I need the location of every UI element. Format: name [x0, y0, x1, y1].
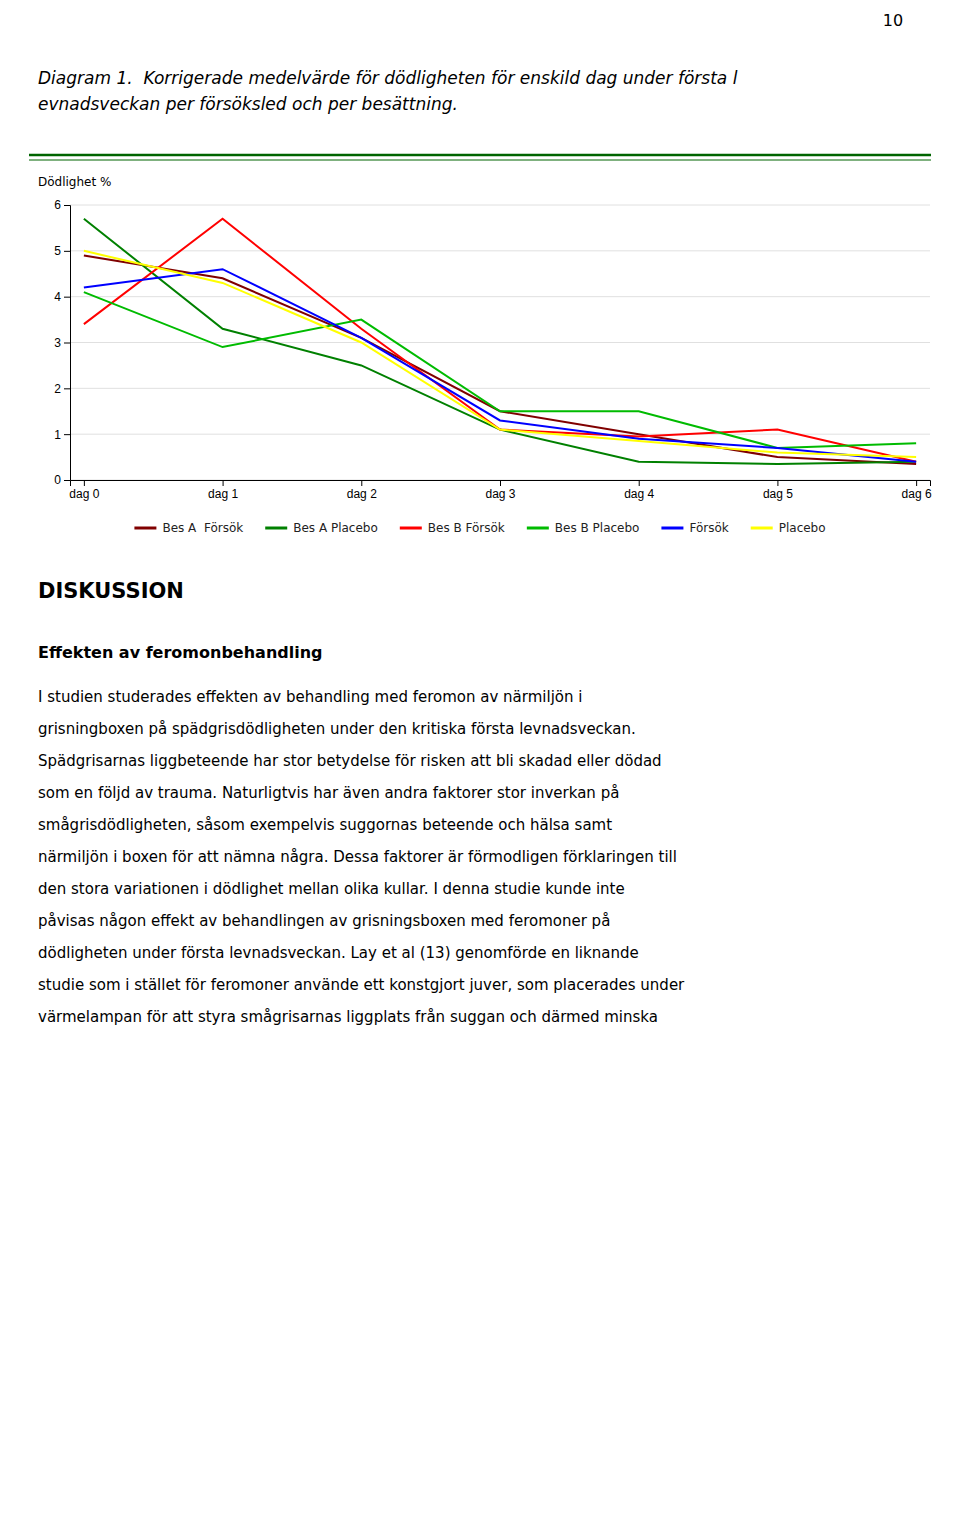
tick-mark [64, 434, 70, 435]
tick-mark [64, 480, 70, 481]
y-axis: 0 1 2 3 4 5 6 [54, 198, 70, 487]
tick-label: dag 3 [485, 487, 515, 501]
tick-mark [64, 388, 70, 389]
body-text: påvisas någon effekt av behandlingen av … [38, 912, 610, 930]
tick-mark [500, 480, 501, 486]
legend-label: Bes A Försök [162, 521, 243, 535]
legend-label: Bes B Försök [428, 521, 505, 535]
grid-line [70, 342, 930, 343]
tick: 6 [54, 198, 70, 212]
grid-line [70, 296, 930, 297]
tick-label: 1 [54, 428, 61, 442]
tick: dag 2 [347, 480, 377, 501]
tick: dag 1 [208, 480, 238, 501]
tick-label: 4 [54, 290, 61, 304]
tick: 5 [54, 244, 70, 258]
grid-line [70, 250, 930, 251]
legend-label: Placebo [779, 521, 826, 535]
tick: dag 3 [485, 480, 515, 501]
tick-label: 6 [54, 198, 61, 212]
legend-swatch [661, 527, 683, 530]
body-text: som en följd av trauma. Naturligtvis har… [38, 784, 619, 802]
axis-line [64, 206, 71, 481]
page-number: 10 [883, 11, 903, 30]
subheading: Effekten av feromonbehandling [38, 643, 323, 662]
body-text: den stora variationen i dödlighet mellan… [38, 880, 625, 898]
grid-line [70, 388, 930, 389]
page: 10Diagram 1. Korrigerade medelvärde för … [0, 0, 960, 1534]
legend-item: Försök [661, 521, 728, 535]
tick-mark [64, 205, 70, 206]
body-text: grisningboxen på spädgrisdödligheten und… [38, 720, 636, 738]
body-text: studie som i stället för feromoner använ… [38, 976, 685, 994]
legend-swatch [134, 527, 156, 530]
legend-swatch [527, 527, 549, 530]
legend-item: Bes B Placebo [527, 521, 640, 535]
tick-mark [84, 480, 85, 486]
tick: 2 [54, 382, 70, 396]
tick-label: 3 [54, 336, 61, 350]
body-text: dödligheten under första levnadsveckan. … [38, 944, 639, 962]
tick-label: 2 [54, 382, 61, 396]
series-line [84, 219, 916, 462]
tick-label: dag 5 [763, 487, 793, 501]
tick-label: dag 6 [902, 487, 932, 501]
legend-swatch [400, 527, 422, 530]
grid [70, 205, 930, 480]
tick-label: dag 0 [69, 487, 99, 501]
legend-item: Bes A Försök [134, 521, 243, 535]
series-line [84, 269, 916, 462]
series-line [84, 219, 916, 464]
legend-label: Bes B Placebo [555, 521, 640, 535]
tick-mark [64, 343, 70, 344]
tick-mark [64, 297, 70, 298]
tick: 4 [54, 290, 70, 304]
tick-mark [777, 480, 778, 486]
tick-mark [223, 480, 224, 486]
series-line [84, 292, 916, 448]
tick: dag 5 [763, 480, 793, 501]
tick: 3 [54, 336, 70, 350]
title: Diagram 1. Korrigerade medelvärde för dö… [38, 68, 738, 88]
axis-line [71, 481, 931, 487]
tick: dag 6 [902, 480, 932, 501]
tick-label: dag 4 [624, 487, 654, 501]
separator [29, 154, 931, 157]
legend-label: Försök [689, 521, 728, 535]
tick-label: 5 [54, 244, 61, 258]
body-text: Spädgrisarnas liggbeteende har stor bety… [38, 752, 662, 770]
tick-label: dag 1 [208, 487, 238, 501]
heading: DISKUSSION [38, 579, 184, 603]
body-text: smågrisdödligheten, såsom exempelvis sug… [38, 816, 612, 834]
separator [29, 160, 931, 161]
series-line [84, 251, 916, 457]
body-text: närmiljön i boxen för att nämna några. D… [38, 848, 677, 866]
y-axis-label: Dödlighet % [38, 175, 111, 189]
legend-swatch [265, 527, 287, 530]
title: evnadsveckan per försöksled och per besä… [38, 94, 458, 114]
legend-item: Placebo [751, 521, 826, 535]
tick-mark [916, 480, 917, 486]
legend: Bes A Försök Bes A Placebo Bes B Försök Bes… [134, 521, 825, 535]
tick-mark [639, 480, 640, 486]
x-axis: dag 0 dag 1 dag 2 dag 3 dag 4 dag 5 dag 6 [69, 480, 932, 501]
grid-line [70, 205, 930, 206]
tick-mark [64, 251, 70, 252]
legend-item: Bes A Placebo [265, 521, 378, 535]
tick-label: 0 [54, 473, 61, 487]
legend-item: Bes B Försök [400, 521, 505, 535]
tick-mark [361, 480, 362, 486]
body-text: värmelampan för att styra smågrisarnas l… [38, 1008, 658, 1026]
series-group [84, 219, 916, 464]
tick: dag 4 [624, 480, 654, 501]
tick: 0 [54, 473, 70, 487]
tick: dag 0 [69, 480, 99, 501]
tick-label: dag 2 [347, 487, 377, 501]
legend-swatch [751, 527, 773, 530]
tick: 1 [54, 428, 70, 442]
legend-label: Bes A Placebo [293, 521, 378, 535]
body-text: I studien studerades effekten av behandl… [38, 688, 582, 706]
plot: 0123456dag 0dag 1dag 2dag 3dag 4dag 5dag… [54, 198, 932, 500]
